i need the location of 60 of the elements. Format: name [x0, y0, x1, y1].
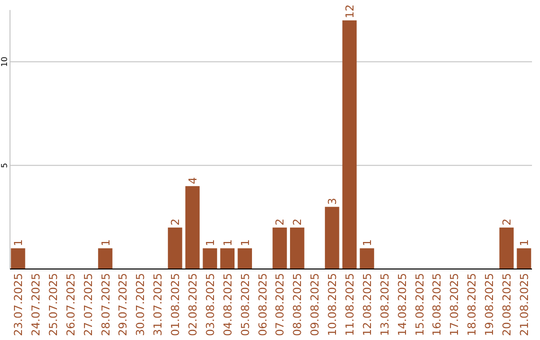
bar [360, 248, 374, 269]
x-tick-label: 29.07.2025 [116, 273, 130, 336]
bar [202, 248, 218, 269]
bar [499, 228, 514, 269]
x-tick-label: 09.08.2025 [308, 273, 322, 336]
x-tick-label: 06.08.2025 [256, 273, 270, 336]
bar [220, 248, 235, 269]
bar [98, 248, 112, 269]
data-label: 2 [274, 218, 287, 226]
bar [272, 228, 287, 269]
x-tick-label: 23.07.2025 [12, 273, 26, 336]
data-label: 1 [221, 239, 234, 246]
data-label: 12 [344, 4, 357, 18]
x-tick-label: 30.07.2025 [134, 273, 148, 336]
x-tick-label: 11.08.2025 [344, 273, 357, 336]
data-label: 3 [326, 198, 340, 205]
x-tick-label: 19.08.2025 [483, 273, 496, 336]
x-tick-label: 08.08.2025 [291, 273, 304, 336]
data-label: 1 [204, 239, 217, 246]
bar [185, 186, 200, 269]
y-tick-label: 10 [0, 56, 9, 67]
data-label: 1 [360, 239, 374, 246]
y-tick-label: 5 [0, 162, 9, 168]
data-label: 1 [518, 239, 531, 246]
x-tick-label: 03.08.2025 [204, 273, 217, 336]
x-tick-label: 21.08.2025 [518, 273, 531, 336]
data-label: 1 [238, 239, 252, 246]
x-tick-label: 07.08.2025 [274, 273, 287, 336]
data-label: 2 [500, 218, 514, 226]
data-label: 1 [12, 239, 26, 246]
x-tick-label: 16.08.2025 [430, 273, 444, 336]
bar [10, 248, 26, 269]
x-tick-label: 18.08.2025 [466, 273, 479, 336]
x-tick-label: 12.08.2025 [360, 273, 374, 336]
bar [324, 206, 340, 269]
x-tick-label: 17.08.2025 [448, 273, 462, 336]
x-tick-label: 02.08.2025 [186, 273, 200, 336]
x-tick-label: 01.08.2025 [169, 273, 182, 336]
x-tick-label: 28.07.2025 [99, 273, 112, 336]
x-tick-label: 05.08.2025 [238, 273, 252, 336]
x-tick-label: 10.08.2025 [326, 273, 340, 336]
x-tick-label: 15.08.2025 [413, 273, 426, 336]
bar [342, 20, 357, 269]
x-tick-label: 04.08.2025 [221, 273, 234, 336]
x-tick-label: 20.08.2025 [500, 273, 514, 336]
bar [238, 248, 252, 269]
x-tick-label: 27.07.2025 [82, 273, 95, 336]
x-tick-label: 13.08.2025 [378, 273, 392, 336]
x-tick-label: 25.07.2025 [46, 273, 60, 336]
data-label: 1 [99, 239, 112, 246]
bar [516, 248, 532, 269]
data-label: 4 [186, 177, 200, 184]
data-label: 2 [169, 218, 182, 226]
bar [290, 228, 304, 269]
x-tick-label: 26.07.2025 [64, 273, 78, 336]
data-label: 2 [291, 218, 304, 226]
x-tick-label: 31.07.2025 [152, 273, 165, 336]
bar [168, 228, 182, 269]
x-tick-label: 14.08.2025 [396, 273, 409, 336]
x-tick-label: 24.07.2025 [29, 273, 42, 336]
